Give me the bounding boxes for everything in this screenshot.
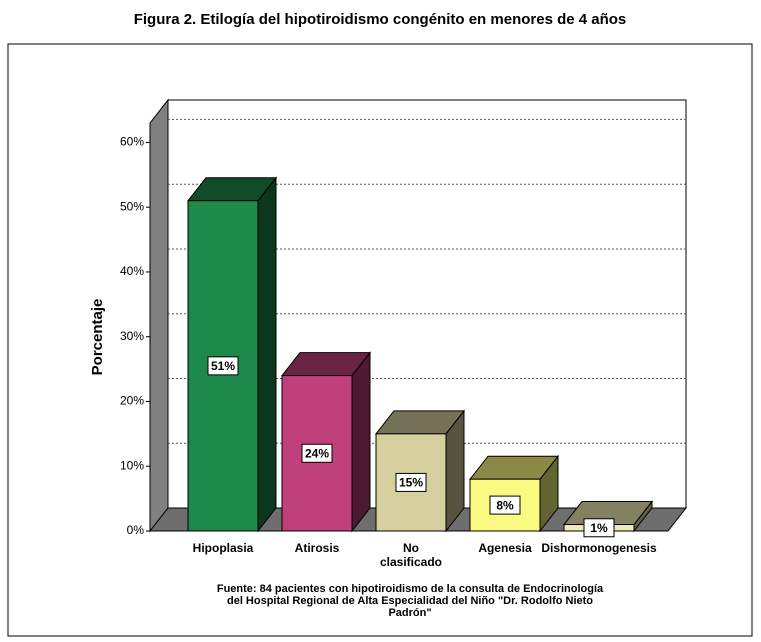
x-tick-label-line: clasificado bbox=[380, 555, 442, 569]
bar-side bbox=[351, 351, 371, 533]
value-label-box bbox=[207, 356, 239, 376]
x-tick-label: Atirosis bbox=[295, 541, 340, 555]
source-note: del Hospital Regional de Alta Especialid… bbox=[227, 595, 593, 607]
y-tick-label: 40% bbox=[120, 264, 144, 278]
chart-frame bbox=[7, 43, 753, 637]
bar-front bbox=[281, 375, 353, 532]
bar-side bbox=[257, 176, 277, 533]
y-tick-label: 50% bbox=[120, 199, 144, 213]
x-tick-label: No clasificado bbox=[380, 541, 442, 569]
bar bbox=[280, 351, 372, 533]
x-tick-label: Dishormonogenesis bbox=[541, 541, 657, 555]
value-label: 1% bbox=[590, 521, 608, 535]
value-label-box bbox=[301, 443, 333, 463]
value-label: 24% bbox=[305, 446, 329, 460]
x-tick-label: Agenesia bbox=[478, 541, 532, 555]
y-tick-label: 0% bbox=[127, 523, 145, 537]
value-label-box bbox=[489, 495, 521, 515]
source-note: Padrón" bbox=[388, 607, 431, 619]
y-tick-label: 20% bbox=[120, 394, 144, 408]
y-tick-label: 60% bbox=[120, 135, 144, 149]
y-tick-label: 10% bbox=[120, 458, 144, 472]
value-label-box bbox=[583, 518, 615, 538]
x-tick-label: Hipoplasia bbox=[193, 541, 254, 555]
value-label: 15% bbox=[399, 476, 423, 490]
left-wall bbox=[149, 98, 169, 533]
source-note: Fuente: 84 pacientes con hipotiroidismo … bbox=[217, 583, 604, 595]
y-axis-label: Porcentaje bbox=[89, 299, 106, 376]
bar bbox=[186, 176, 278, 533]
value-label: 8% bbox=[496, 498, 514, 512]
value-label: 51% bbox=[211, 359, 235, 373]
chart-title: Figura 2. Etilogía del hipotiroidismo co… bbox=[134, 11, 627, 28]
value-label-box bbox=[395, 472, 427, 492]
x-tick-label-line: No bbox=[403, 541, 419, 555]
bar bbox=[468, 454, 560, 533]
bar bbox=[374, 409, 466, 533]
y-tick-label: 30% bbox=[120, 329, 144, 343]
